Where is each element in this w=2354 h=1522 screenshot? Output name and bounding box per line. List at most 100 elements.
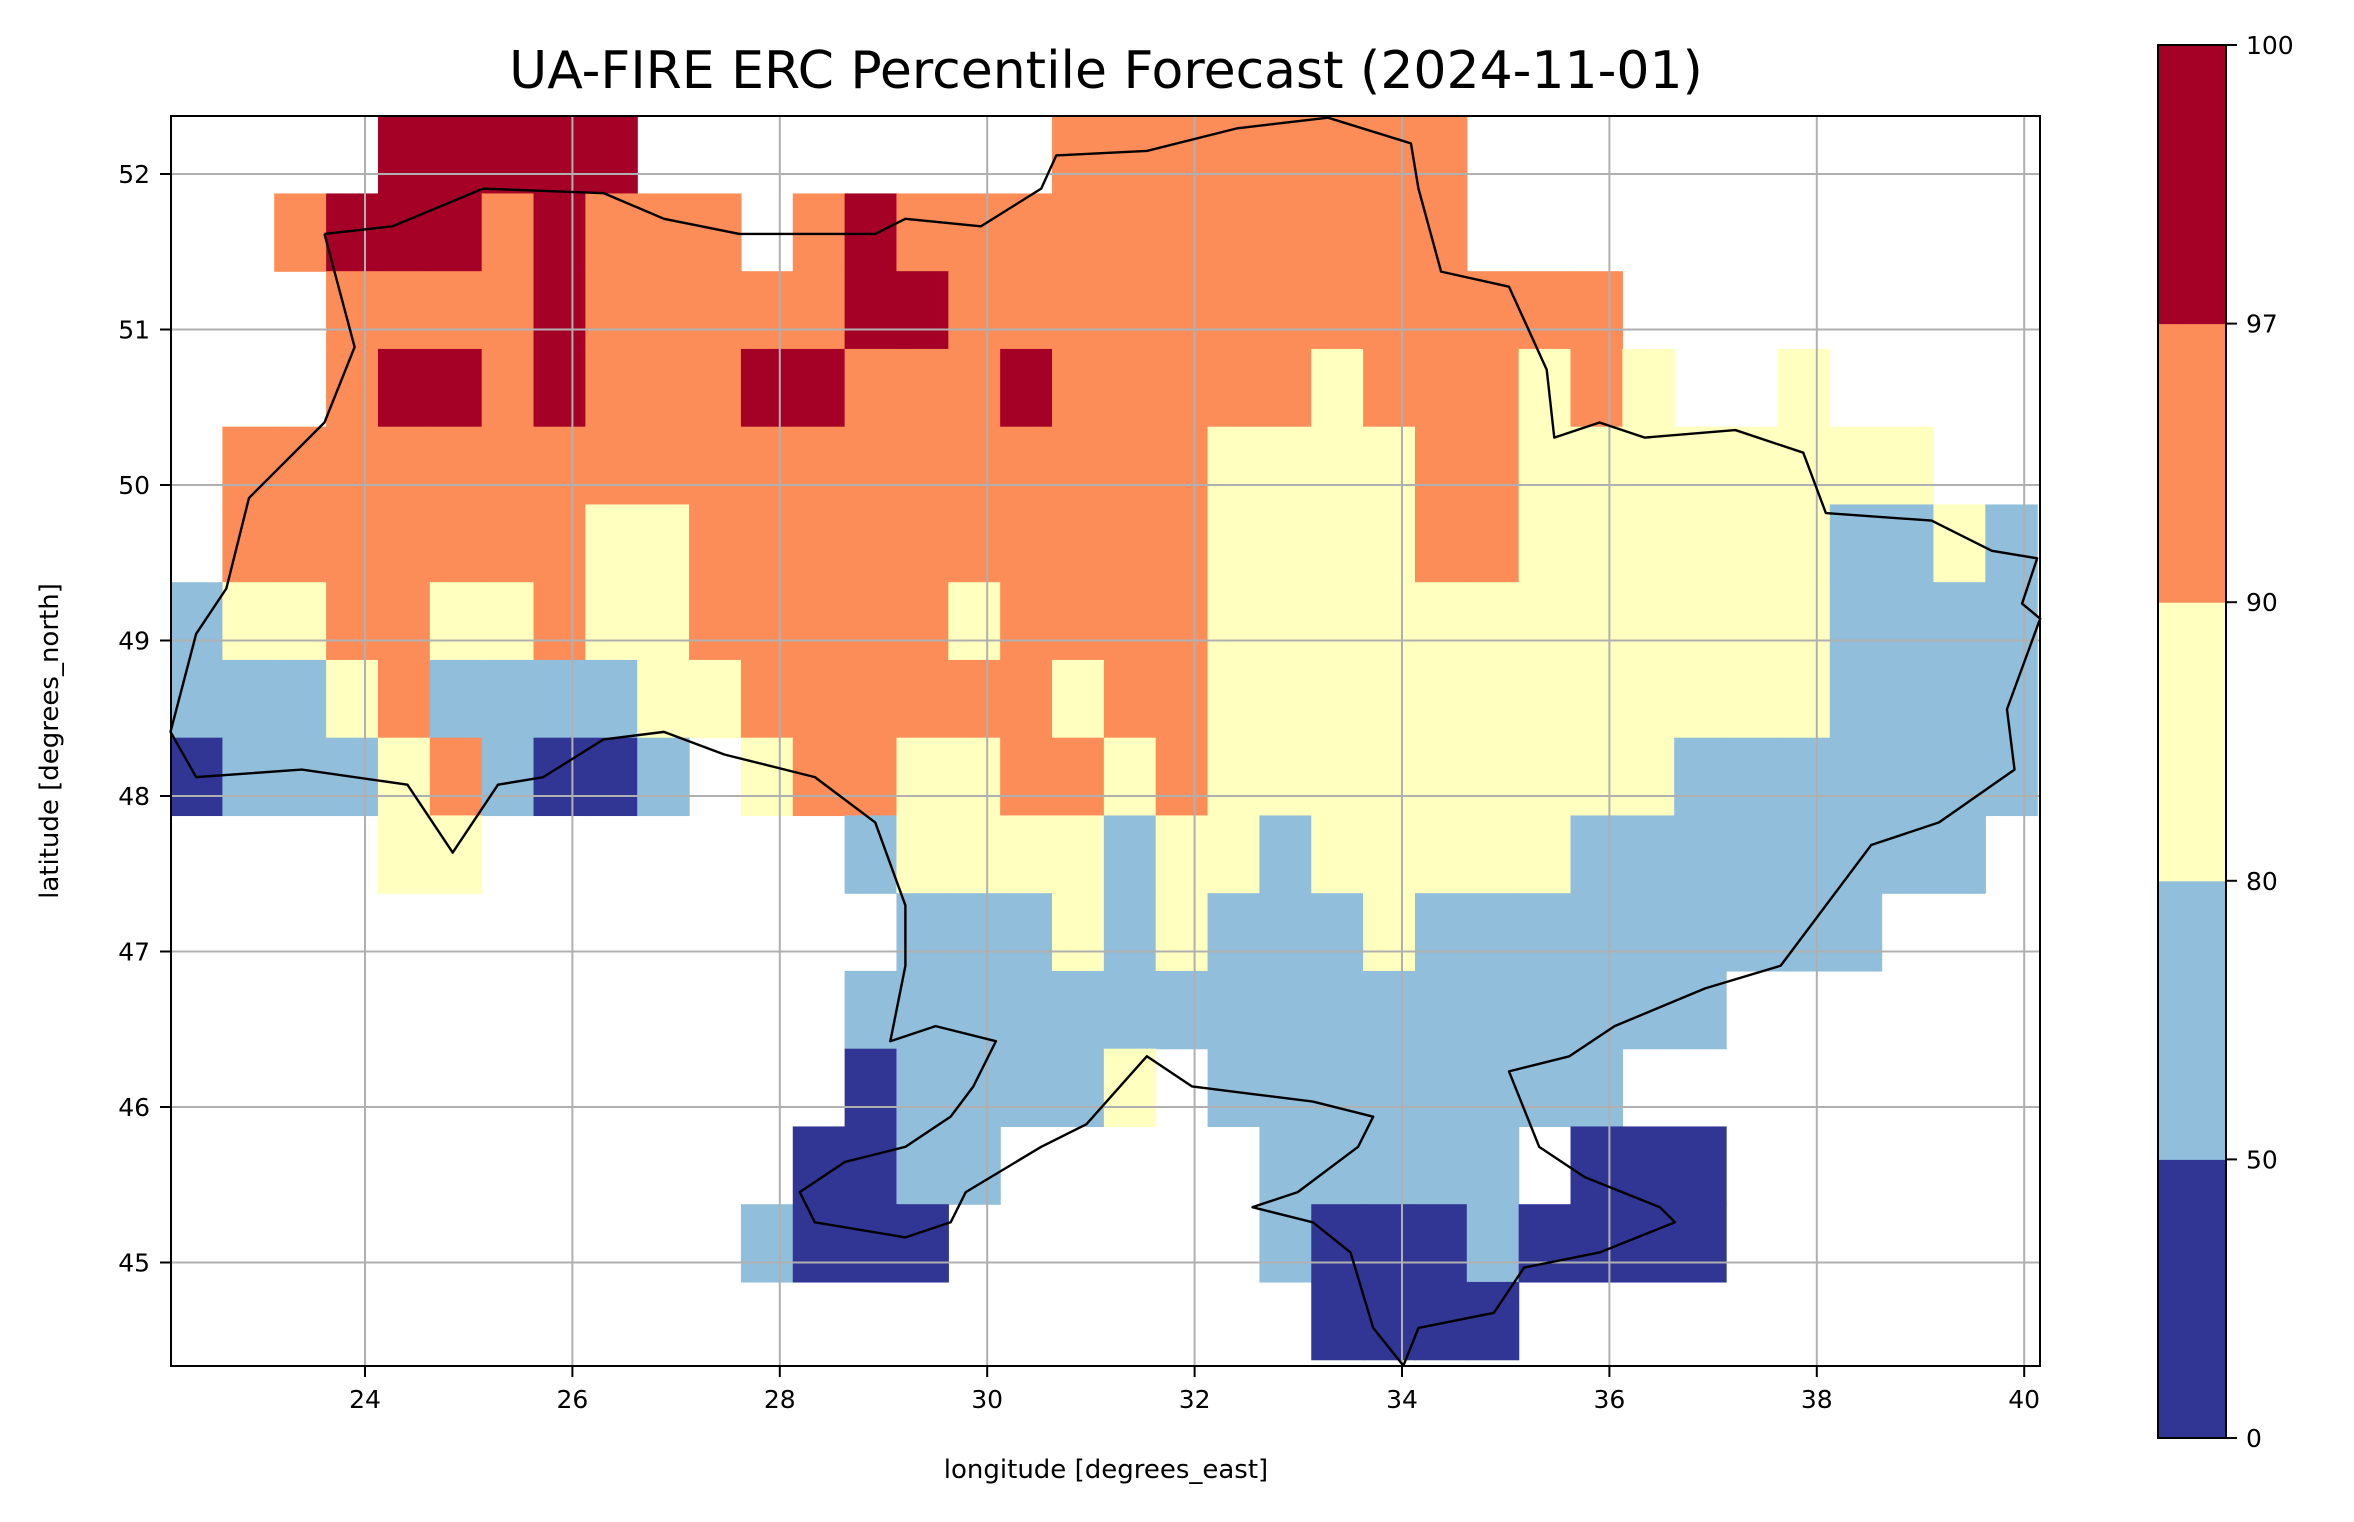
heatmap-cell [1414,1048,1468,1128]
heatmap-cell [1103,193,1157,272]
heatmap-cell [1881,582,1935,661]
colorbar-segment [2158,1159,2226,1439]
heatmap-cell [1518,426,1572,506]
heatmap-cell [1570,582,1623,661]
heatmap-cell [1829,815,1883,894]
heatmap-cell [1259,659,1312,739]
heatmap-cell [1207,426,1261,506]
heatmap-cell [948,348,1001,428]
heatmap-cell [481,659,535,739]
heatmap-cell [1881,426,1935,506]
heatmap-cell [1674,893,1727,972]
heatmap-cell [1570,504,1623,583]
heatmap-cell [896,348,949,428]
heatmap-cell [1414,1204,1468,1283]
heatmap-cell [1207,659,1261,739]
colorbar: 0 50 80 90 97 100 [2157,31,2294,1453]
heatmap-cell [948,426,1001,506]
heatmap-cell [637,193,690,272]
heatmap-cell [222,659,275,739]
heatmap-cell [326,582,379,661]
heatmap-cell [689,504,742,583]
heatmap-cell [1570,1204,1623,1283]
heatmap-cell [1622,348,1675,428]
heatmap-cell [948,815,1001,894]
x-tick-label: 34 [1386,1385,1418,1414]
heatmap-cell [1207,970,1261,1050]
heatmap-cell [1000,970,1053,1050]
heatmap-cell [1155,348,1209,428]
heatmap-cell [1622,504,1675,583]
heatmap-cell [481,271,535,350]
heatmap-cell [1363,116,1416,195]
heatmap-cell [1052,737,1105,817]
heatmap-cell [429,348,483,428]
heatmap-cell [1726,582,1779,661]
heatmap-cell [740,426,794,506]
heatmap-cell [481,737,535,817]
heatmap-cell [1777,815,1831,894]
heatmap-cell [1518,815,1572,894]
ukraine-border-outline [169,116,2042,1367]
heatmap-cell [1777,582,1831,661]
heatmap-cell [1414,271,1468,350]
heatmap-cell [1674,815,1727,894]
heatmap-cell [377,504,431,583]
heatmap-cell [1674,1126,1727,1205]
heatmap-cell [1052,970,1105,1050]
heatmap-cell [1155,659,1209,739]
y-tick-label: 48 [118,782,150,811]
gridlines [171,116,2040,1366]
heatmap-cell [844,348,898,428]
heatmap-cell [1777,504,1831,583]
heatmap-cell [274,737,327,817]
heatmap-cell [1881,504,1935,583]
heatmap-cell [1311,815,1364,894]
heatmap-cell [1103,815,1157,894]
heatmap-cell [896,659,949,739]
heatmap-cell [274,582,327,661]
heatmap-cell [377,815,431,894]
heatmap-cell [274,659,327,739]
heatmap-cell [1311,893,1364,972]
heatmap-cell [429,426,483,506]
heatmap-cell [1985,504,2038,583]
heatmap-cell [1466,737,1520,817]
heatmap-cell [1259,504,1312,583]
heatmap-cell [1622,1126,1675,1205]
heatmap-cell [1000,504,1053,583]
heatmap-cell [1103,1048,1157,1128]
heatmap-cell [689,582,742,661]
heatmap-cell [1570,348,1623,428]
heatmap-cell [1829,659,1883,739]
heatmap-cell [1000,737,1053,817]
heatmap-cell [1674,659,1727,739]
heatmap-cell [948,659,1001,739]
heatmap-cell [1933,737,1986,817]
heatmap-cell [792,737,846,817]
heatmap-cell [1570,271,1623,350]
y-tick-label: 51 [118,316,150,345]
colorbar-tick-label: 0 [2246,1424,2262,1453]
heatmap-cell [1000,1048,1053,1128]
heatmap-cell [1363,582,1416,661]
heatmap-cell [1570,970,1623,1050]
heatmap-cell [585,193,638,272]
heatmap-cell [1466,1048,1520,1128]
heatmap-cell [1259,582,1312,661]
heatmap-cell [844,815,898,894]
heatmap-cell [1207,815,1261,894]
heatmap-cell [1311,582,1364,661]
heatmap-cell [1155,193,1209,272]
heatmap-cell [1777,348,1831,428]
heatmap-cell [1000,582,1053,661]
heatmap-cell [1518,271,1572,350]
heatmap-cell [1466,1281,1520,1361]
heatmap-cell [1518,348,1572,428]
heatmap-cell [1622,659,1675,739]
heatmap-cell [326,348,379,428]
heatmap-cell [896,737,949,817]
heatmap-cell [1518,504,1572,583]
heatmap-cell [1414,1126,1468,1205]
heatmap-cell [585,348,638,428]
